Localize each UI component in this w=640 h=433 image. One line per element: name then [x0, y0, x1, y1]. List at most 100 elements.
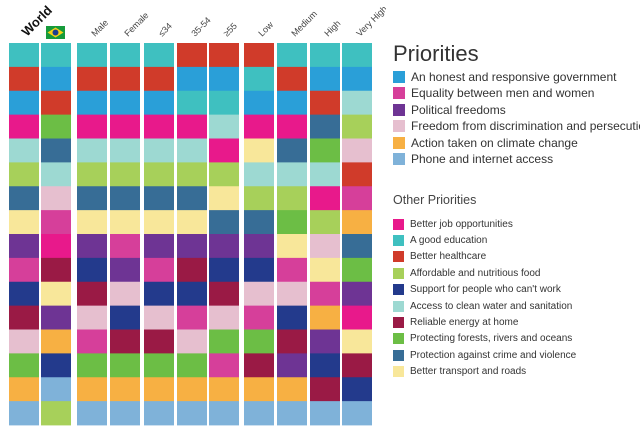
segment-discrimination[interactable]	[342, 138, 372, 163]
segment-water[interactable]	[9, 138, 39, 163]
segment-honest_gov[interactable]	[144, 90, 174, 116]
segment-water[interactable]	[144, 138, 174, 163]
segment-honest_gov[interactable]	[110, 90, 140, 116]
segment-water[interactable]	[342, 90, 372, 116]
priority-legend-item[interactable]: Equality between men and women	[393, 86, 594, 100]
segment-forests[interactable]	[144, 353, 174, 378]
segment-discrimination[interactable]	[9, 329, 39, 354]
segment-support_poor[interactable]	[342, 377, 372, 402]
segment-forests[interactable]	[209, 329, 239, 354]
segment-equality[interactable]	[110, 234, 140, 259]
segment-equality[interactable]	[77, 329, 107, 354]
segment-jobs[interactable]	[9, 114, 39, 139]
segment-jobs[interactable]	[177, 114, 207, 139]
segment-political[interactable]	[77, 234, 107, 259]
segment-food[interactable]	[244, 186, 274, 211]
segment-honest_gov[interactable]	[177, 66, 207, 92]
segment-phone[interactable]	[209, 401, 239, 426]
segment-honest_gov[interactable]	[77, 90, 107, 116]
segment-crime[interactable]	[244, 210, 274, 235]
segment-transport[interactable]	[244, 138, 274, 163]
segment-discrimination[interactable]	[110, 281, 140, 307]
segment-crime[interactable]	[277, 138, 307, 163]
segment-education[interactable]	[9, 43, 39, 68]
other-priority-legend-item[interactable]: Better transport and roads	[393, 366, 526, 378]
segment-discrimination[interactable]	[77, 305, 107, 330]
segment-equality[interactable]	[41, 210, 71, 235]
segment-support_poor[interactable]	[177, 281, 207, 307]
segment-transport[interactable]	[209, 186, 239, 211]
segment-food[interactable]	[9, 162, 39, 187]
segment-education[interactable]	[244, 66, 274, 92]
priority-legend-item[interactable]: Political freedoms	[393, 103, 506, 117]
segment-jobs[interactable]	[277, 114, 307, 139]
segment-water[interactable]	[77, 138, 107, 163]
segment-crime[interactable]	[144, 186, 174, 211]
segment-healthcare[interactable]	[177, 43, 207, 68]
segment-food[interactable]	[41, 401, 71, 426]
segment-food[interactable]	[277, 186, 307, 211]
segment-climate[interactable]	[209, 377, 239, 402]
segment-forests[interactable]	[277, 210, 307, 235]
segment-transport[interactable]	[77, 210, 107, 235]
segment-food[interactable]	[310, 210, 340, 235]
priority-legend-item[interactable]: An honest and responsive government	[393, 70, 616, 84]
segment-discrimination[interactable]	[144, 305, 174, 330]
segment-food[interactable]	[209, 162, 239, 187]
segment-transport[interactable]	[9, 210, 39, 235]
segment-support_poor[interactable]	[277, 305, 307, 330]
segment-water[interactable]	[310, 162, 340, 187]
segment-education[interactable]	[177, 90, 207, 116]
segment-honest_gov[interactable]	[244, 90, 274, 116]
segment-discrimination[interactable]	[177, 329, 207, 354]
other-priority-legend-item[interactable]: Better job opportunities	[393, 218, 513, 230]
segment-healthcare[interactable]	[277, 66, 307, 92]
segment-forests[interactable]	[110, 353, 140, 378]
segment-climate[interactable]	[144, 377, 174, 402]
segment-equality[interactable]	[310, 281, 340, 307]
segment-energy[interactable]	[310, 377, 340, 402]
segment-climate[interactable]	[41, 329, 71, 354]
priority-legend-item[interactable]: Phone and internet access	[393, 152, 553, 166]
segment-equality[interactable]	[342, 186, 372, 211]
other-priority-legend-item[interactable]: A good education	[393, 234, 487, 246]
segment-water[interactable]	[244, 162, 274, 187]
segment-forests[interactable]	[342, 257, 372, 283]
segment-jobs[interactable]	[342, 305, 372, 330]
other-priority-legend-item[interactable]: Better healthcare	[393, 251, 486, 263]
segment-climate[interactable]	[310, 305, 340, 330]
segment-food[interactable]	[77, 162, 107, 187]
segment-jobs[interactable]	[209, 138, 239, 163]
segment-education[interactable]	[209, 90, 239, 116]
segment-phone[interactable]	[110, 401, 140, 426]
segment-energy[interactable]	[177, 257, 207, 283]
segment-phone[interactable]	[177, 401, 207, 426]
segment-energy[interactable]	[9, 305, 39, 330]
segment-healthcare[interactable]	[41, 90, 71, 116]
segment-honest_gov[interactable]	[277, 90, 307, 116]
segment-discrimination[interactable]	[277, 281, 307, 307]
segment-forests[interactable]	[310, 138, 340, 163]
priority-legend-item[interactable]: Freedom from discrimination and persecut…	[393, 119, 640, 133]
segment-energy[interactable]	[342, 353, 372, 378]
segment-equality[interactable]	[244, 305, 274, 330]
segment-education[interactable]	[144, 43, 174, 68]
segment-political[interactable]	[41, 305, 71, 330]
segment-support_poor[interactable]	[41, 353, 71, 378]
segment-water[interactable]	[177, 138, 207, 163]
segment-phone[interactable]	[342, 401, 372, 426]
segment-water[interactable]	[41, 162, 71, 187]
segment-forests[interactable]	[177, 353, 207, 378]
segment-food[interactable]	[177, 162, 207, 187]
segment-honest_gov[interactable]	[209, 66, 239, 92]
segment-political[interactable]	[209, 234, 239, 259]
segment-equality[interactable]	[277, 257, 307, 283]
segment-support_poor[interactable]	[77, 257, 107, 283]
segment-climate[interactable]	[110, 377, 140, 402]
segment-transport[interactable]	[177, 210, 207, 235]
segment-phone[interactable]	[144, 401, 174, 426]
segment-discrimination[interactable]	[244, 281, 274, 307]
segment-water[interactable]	[209, 114, 239, 139]
segment-support_poor[interactable]	[110, 305, 140, 330]
segment-water[interactable]	[277, 162, 307, 187]
